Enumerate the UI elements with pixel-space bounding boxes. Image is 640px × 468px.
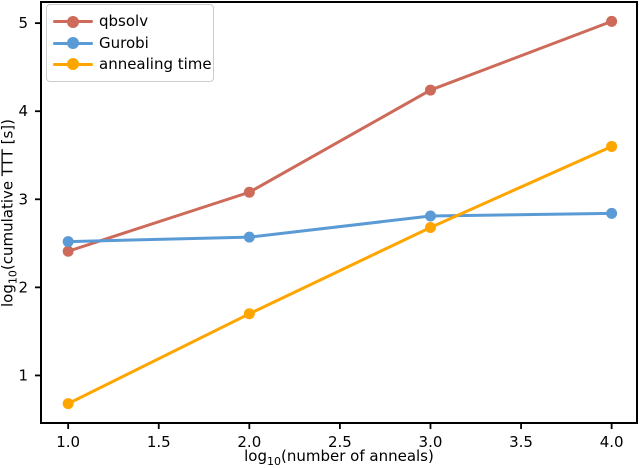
x-axis-label-subscript: 10 [267, 455, 281, 468]
series-marker-annealing-time [243, 308, 255, 320]
legend-label-qbsolv: qbsolv [99, 12, 149, 31]
legend: qbsolv Gurobi annealing time [46, 4, 214, 82]
y-axis-label-prefix: log [0, 284, 17, 307]
plot-border [40, 1, 638, 424]
legend-swatch-qbsolv-icon [53, 15, 93, 28]
y-tick-label: 3 [18, 190, 28, 208]
x-axis-label-text: (number of anneals) [281, 447, 434, 465]
series-line-qbsolv [66, 19, 614, 253]
y-tick-label: 1 [18, 366, 28, 384]
series-marker-gurobi [62, 236, 74, 248]
y-axis-label: log10(cumulative TTT [s]) [0, 119, 20, 307]
legend-marker-icon [67, 15, 79, 28]
y-tick-label: 5 [18, 14, 28, 32]
legend-label-annealing-time: annealing time [99, 54, 212, 73]
x-axis-label: log10(number of anneals) [41, 447, 637, 468]
y-tick-label: 2 [18, 278, 28, 296]
series-marker-annealing-time [424, 221, 436, 233]
y-axis-label-subscript: 10 [6, 270, 20, 285]
legend-swatch-gurobi-icon [53, 37, 93, 50]
x-tick-label: 2.0 [237, 433, 261, 451]
legend-marker-icon [67, 37, 79, 49]
x-tick-label: 4.0 [600, 433, 624, 451]
legend-marker-icon [67, 58, 79, 71]
x-tick-label: 3.0 [419, 433, 443, 451]
x-tick-label: 3.5 [509, 433, 533, 451]
series-marker-gurobi [424, 210, 436, 222]
series-marker-qbsolv [62, 245, 74, 257]
series-marker-gurobi [606, 207, 618, 219]
x-axis-label-prefix: log [244, 447, 267, 465]
series-marker-qbsolv [606, 15, 618, 27]
legend-label-gurobi: Gurobi [99, 33, 149, 52]
legend-swatch-annealing-time-icon [53, 58, 93, 71]
legend-item-annealing-time: annealing time [53, 54, 212, 73]
series-marker-annealing-time [62, 398, 74, 410]
legend-item-gurobi: Gurobi [53, 33, 209, 52]
series-marker-annealing-time [606, 140, 618, 152]
series-marker-qbsolv [424, 84, 436, 96]
x-tick-label: 1.0 [56, 433, 80, 451]
x-tick-label: 2.5 [328, 433, 352, 451]
legend-item-qbsolv: qbsolv [53, 14, 209, 29]
series-line-annealing-time [66, 144, 614, 406]
series-marker-qbsolv [243, 186, 255, 198]
x-tick-label: 1.5 [147, 433, 171, 451]
series-line-gurobi [66, 211, 614, 244]
series-marker-gurobi [243, 231, 255, 243]
y-axis-label-text: (cumulative TTT [s]) [0, 119, 17, 271]
y-tick-label: 4 [18, 102, 28, 120]
